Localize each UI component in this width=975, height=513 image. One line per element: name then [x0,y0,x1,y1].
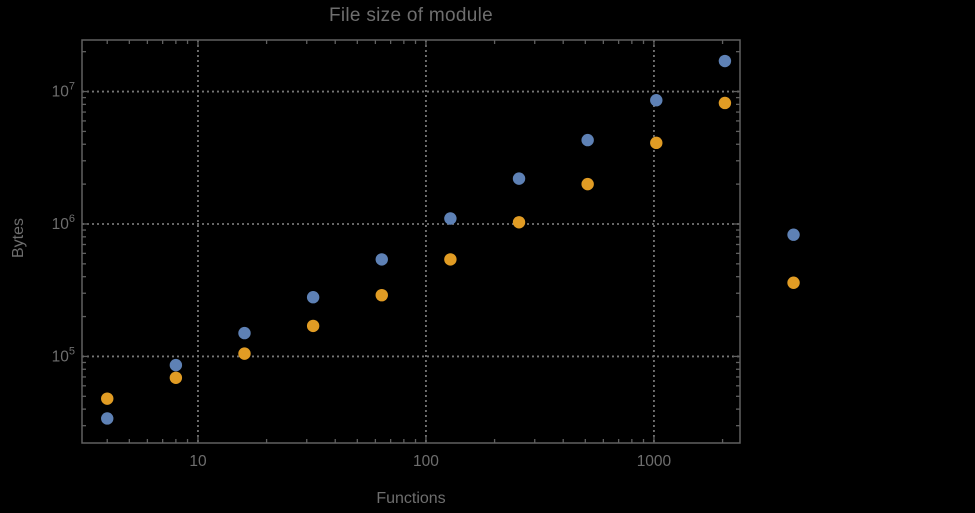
data-point-orange [306,319,320,333]
data-point-orange [787,276,800,289]
data-point-blue [787,228,800,241]
data-point-blue [718,54,732,68]
x-tick-label: 1000 [637,453,672,470]
data-point-blue [512,172,526,185]
data-point-orange [444,253,457,266]
chart-title: File size of module [328,5,494,26]
data-point-blue [169,358,183,372]
data-point-orange [512,216,526,229]
data-point-blue [101,412,114,425]
data-point-orange [718,96,732,110]
y-tick-label: 106 [52,213,75,233]
data-point-blue [375,253,388,266]
x-tick-label: 100 [413,453,439,470]
data-point-orange [101,392,114,405]
data-point-blue [444,212,457,225]
data-point-blue [650,94,663,107]
data-point-orange [581,177,594,191]
data-point-orange [169,371,183,384]
data-point-orange [238,347,251,360]
y-axis-label: Bytes [10,217,27,259]
data-point-blue [238,326,251,340]
x-axis-label: Functions [376,490,446,507]
data-point-blue [581,133,594,147]
data-point-blue [306,291,320,304]
x-tick-label: 10 [189,453,207,470]
y-tick-label: 105 [52,345,75,365]
y-tick-label: 107 [52,81,75,101]
plot-frame [81,39,741,444]
data-point-orange [375,288,388,302]
data-point-orange [650,136,663,150]
